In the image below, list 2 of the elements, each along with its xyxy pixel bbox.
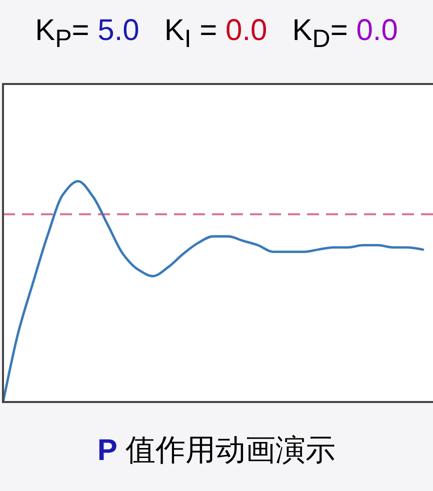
chart-title: K$_{P}$= 5.0 K$_{I}$ = 0.0 K$_{D}$= 0.0 (35, 14, 398, 53)
text: P 值作用动画演示 (96, 433, 337, 469)
